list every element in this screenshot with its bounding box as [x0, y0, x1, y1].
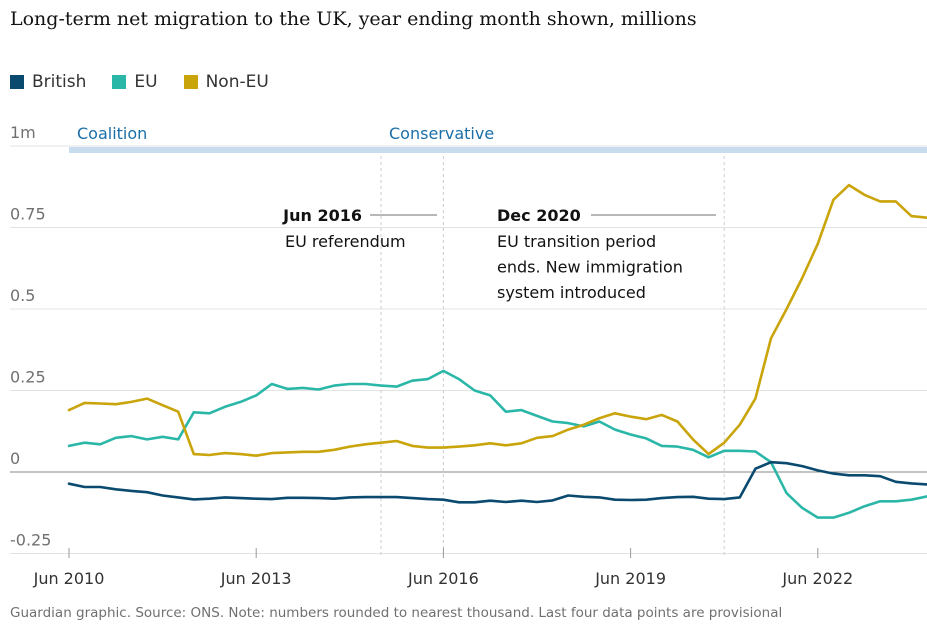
chart-legend: British EU Non-EU: [10, 72, 295, 92]
y-tick-label: 0: [10, 449, 20, 468]
x-tick-label: Jun 2019: [594, 569, 666, 588]
annotations: Jun 2016 EU referendum Dec 2020 EU transiti…: [282, 156, 725, 555]
legend-label-british: British: [32, 72, 87, 92]
x-tick-label: Jun 2013: [220, 569, 292, 588]
chart-title: Long-term net migration to the UK, year …: [10, 8, 697, 30]
annotation-text: ends. New immigration: [497, 258, 683, 277]
x-tick-label: Jun 2022: [781, 569, 853, 588]
y-tick-label: 1m: [10, 123, 36, 142]
y-grid: 1m 0.75 0.5 0.25 0 -0.25: [10, 123, 927, 554]
legend-swatch-british: [10, 75, 24, 89]
annotation-text: system introduced: [497, 283, 646, 302]
series-line-british: [67, 460, 927, 504]
period-band: [381, 147, 927, 153]
annotation-title: Jun 2016: [282, 206, 362, 225]
x-axis: Jun 2010 Jun 2013 Jun 2016 Jun 2019 Jun 2022: [33, 548, 853, 588]
period-label: Coalition: [77, 124, 147, 143]
government-periods: Coalition Conservative: [69, 124, 927, 153]
legend-item-non-eu: Non-EU: [183, 72, 269, 92]
legend-swatch-eu: [112, 75, 127, 89]
annotation-text: EU referendum: [285, 232, 406, 251]
annotation-text: EU transition period: [497, 232, 656, 251]
series-line-non-eu: [67, 183, 927, 458]
legend-swatch-non-eu: [183, 75, 198, 89]
period-band: [69, 147, 381, 153]
legend-label-eu: EU: [134, 72, 158, 92]
y-tick-label: 0.25: [10, 368, 46, 387]
y-tick-label: 0.75: [10, 205, 46, 224]
source-note: Guardian graphic. Source: ONS. Note: num…: [10, 605, 783, 621]
period-label: Conservative: [389, 124, 494, 143]
x-tick-label: Jun 2010: [33, 569, 105, 588]
legend-item-british: British: [10, 72, 86, 92]
legend-label-non-eu: Non-EU: [205, 72, 269, 92]
legend-item-eu: EU: [112, 72, 158, 92]
series-line-eu: [67, 369, 927, 519]
x-tick-label: Jun 2016: [407, 569, 479, 588]
y-tick-label: 0.5: [10, 286, 35, 305]
line-chart: 1m 0.75 0.5 0.25 0 -0.25 Coalition Conservative…: [10, 123, 927, 588]
y-tick-label: -0.25: [10, 531, 51, 550]
annotation-title: Dec 2020: [497, 206, 581, 225]
